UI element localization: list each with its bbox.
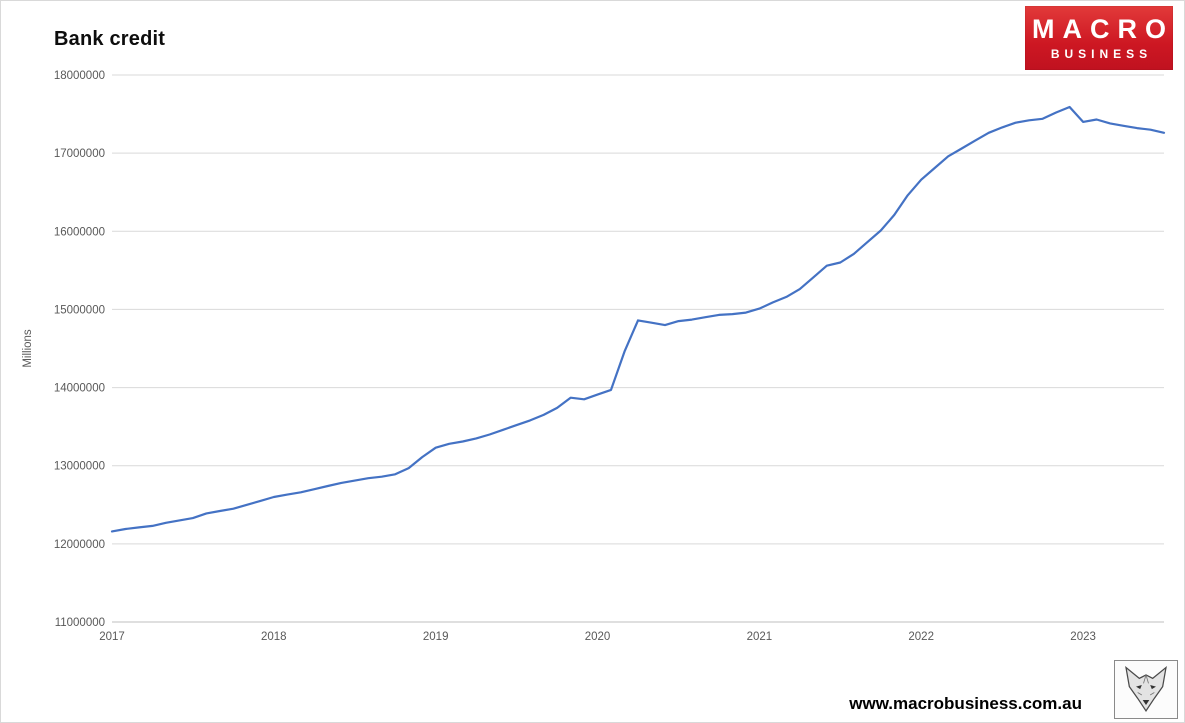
logo-text-macro: MACRO (1032, 14, 1174, 44)
y-tick-label: 17000000 (54, 148, 105, 160)
bank-credit-series-line (110, 105, 1166, 533)
x-tick-label: 2017 (99, 631, 125, 643)
wolf-icon (1125, 665, 1167, 712)
x-tick-label: 2020 (585, 631, 611, 643)
x-tick-label: 2018 (261, 631, 287, 643)
website-url: www.macrobusiness.com.au (849, 694, 1082, 713)
x-tick-label: 2022 (908, 631, 934, 643)
x-tick-label: 2023 (1070, 631, 1096, 643)
logo-text-business: BUSINESS (1050, 47, 1153, 61)
x-tick-label: 2019 (423, 631, 449, 643)
x-tick-label: 2021 (747, 631, 773, 643)
y-tick-label: 12000000 (54, 539, 105, 551)
y-tick-label: 18000000 (54, 70, 105, 82)
macrobusiness-logo: MACRO BUSINESS (1025, 6, 1173, 70)
y-tick-label: 11000000 (55, 617, 105, 629)
y-tick-label: 13000000 (54, 461, 105, 473)
chart-title: Bank credit (54, 28, 166, 50)
y-tick-label: 16000000 (54, 226, 105, 238)
y-tick-label: 14000000 (54, 383, 105, 395)
wolf-logo-box (1114, 660, 1178, 719)
y-tick-label: 15000000 (54, 304, 105, 316)
y-axis-title: Millions (22, 329, 34, 368)
